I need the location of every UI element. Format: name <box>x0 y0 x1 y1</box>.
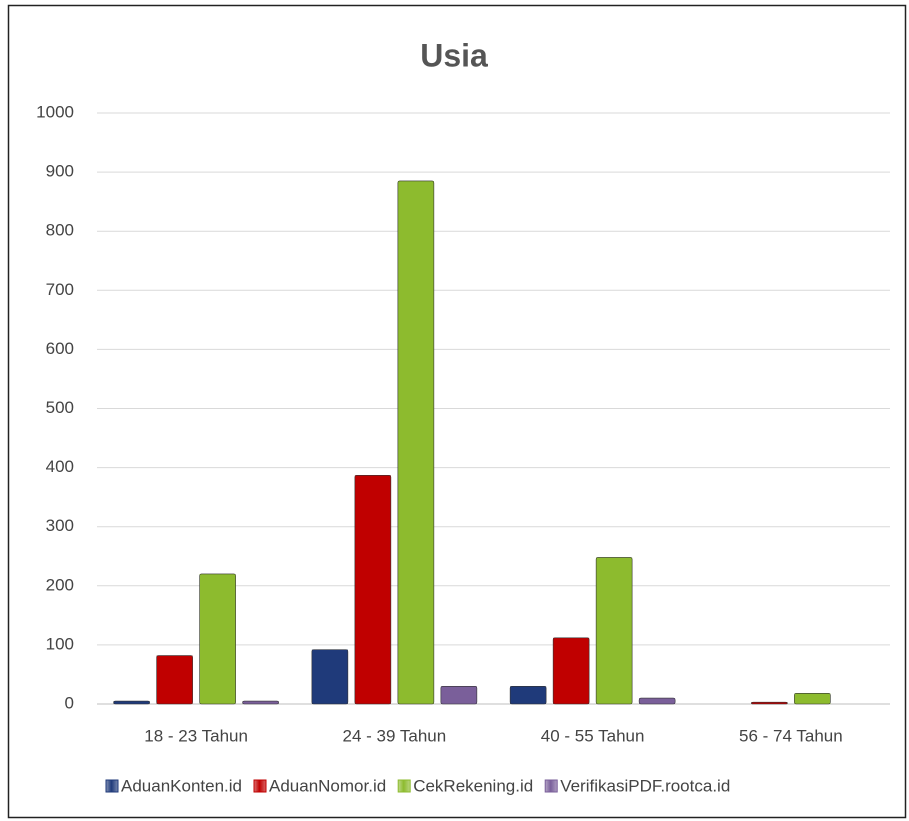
legend-swatch <box>544 779 558 793</box>
x-tick-label: 56 - 74 Tahun <box>739 726 843 745</box>
legend-label: AduanNomor.id <box>269 776 386 795</box>
y-tick-label: 400 <box>46 457 74 476</box>
bar <box>156 655 193 705</box>
y-tick-label: 800 <box>46 221 74 240</box>
x-tick-label: 18 - 23 Tahun <box>144 726 248 745</box>
legend-label: AduanKonten.id <box>121 776 242 795</box>
bar <box>113 700 150 705</box>
bar <box>440 685 478 705</box>
legend-swatch <box>253 779 267 793</box>
bar <box>552 637 590 705</box>
bar <box>311 649 349 705</box>
legend-swatch <box>105 779 119 793</box>
y-tick-label: 0 <box>65 693 74 712</box>
chart-title: Usia <box>420 37 488 73</box>
legend-swatch <box>397 779 411 793</box>
x-tick-label: 40 - 55 Tahun <box>541 726 645 745</box>
bar <box>794 693 831 705</box>
y-tick-label: 900 <box>46 162 74 181</box>
bar <box>199 573 236 705</box>
y-tick-label: 600 <box>46 339 74 358</box>
bar <box>751 701 788 705</box>
y-tick-label: 1000 <box>36 102 74 121</box>
x-tick-label: 24 - 39 Tahun <box>343 726 447 745</box>
y-tick-label: 300 <box>46 516 74 535</box>
y-tick-label: 700 <box>46 280 74 299</box>
legend-label: CekRekening.id <box>413 776 533 795</box>
bar <box>595 557 633 705</box>
bar <box>354 474 392 705</box>
legend-label: VerifikasiPDF.rootca.id <box>560 776 730 795</box>
bar <box>397 180 435 705</box>
y-tick-label: 100 <box>46 634 74 653</box>
bar <box>638 697 676 705</box>
y-tick-label: 500 <box>46 398 74 417</box>
bar <box>242 700 279 705</box>
bar <box>509 685 547 705</box>
y-tick-label: 200 <box>46 575 74 594</box>
